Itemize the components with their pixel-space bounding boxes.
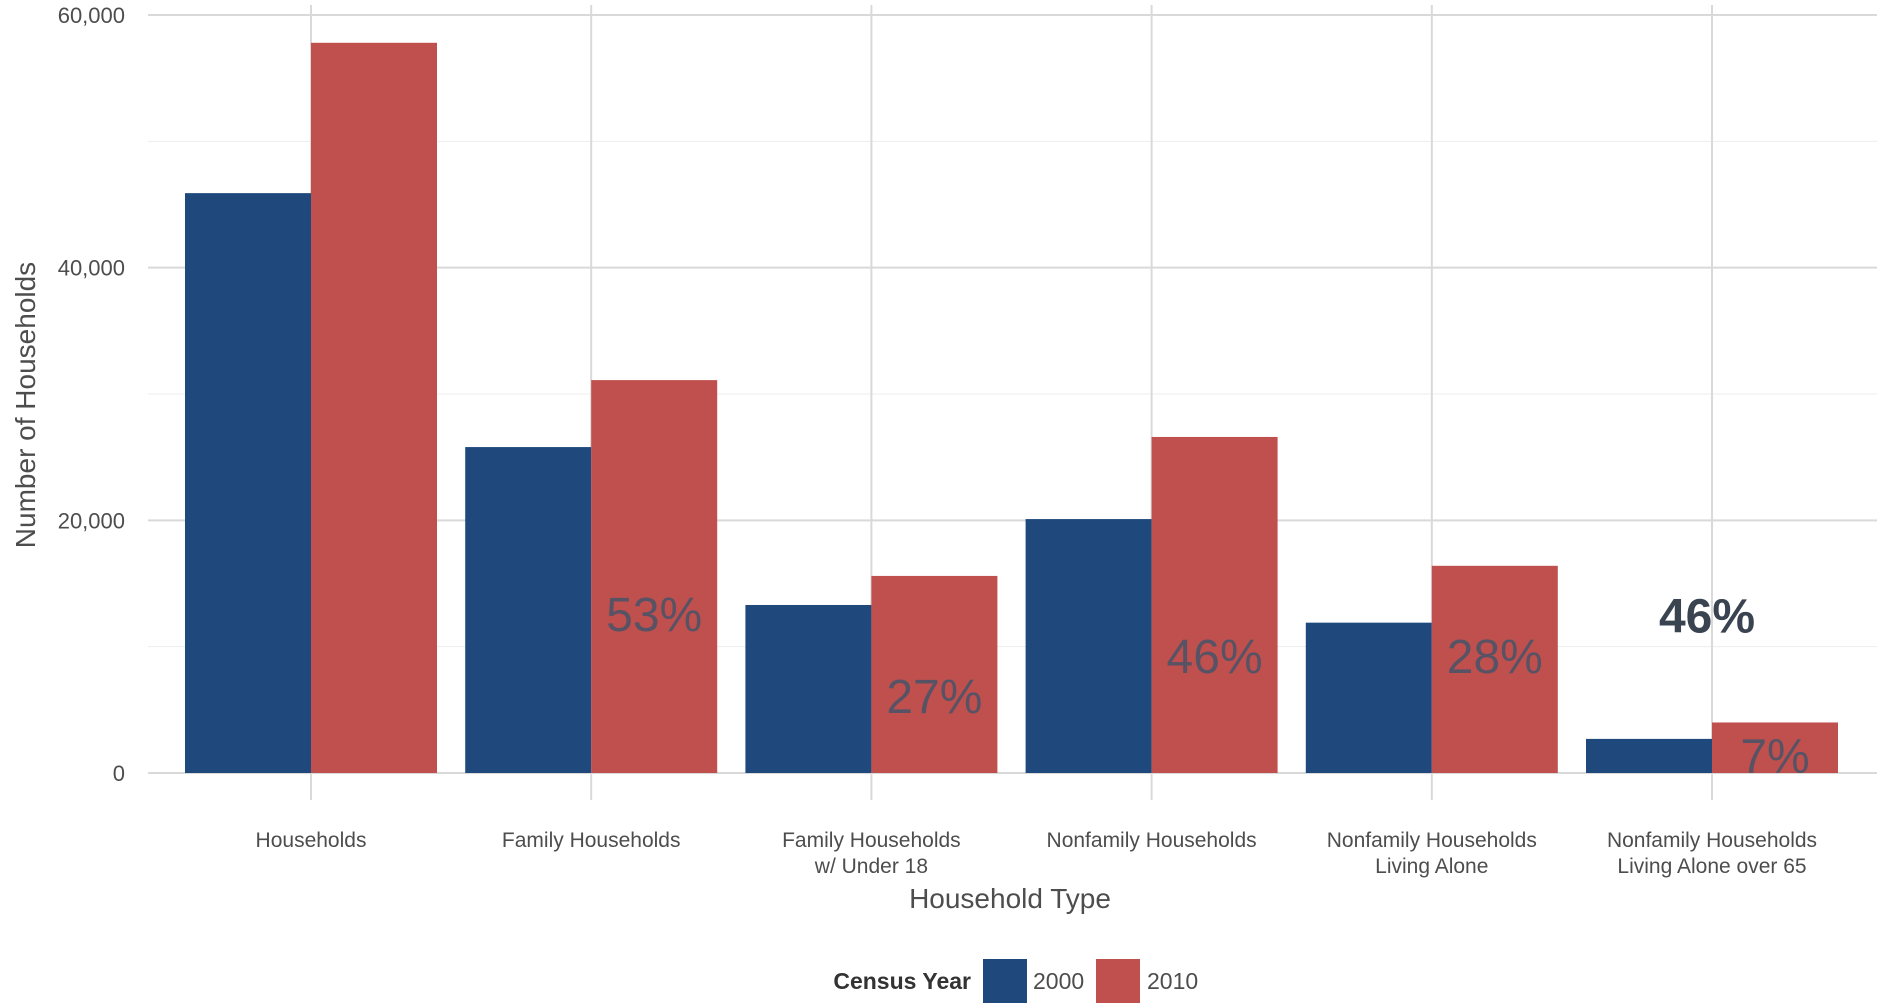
legend-swatch-2010 bbox=[1096, 959, 1140, 1003]
x-tick-label: Nonfamily Households Living Alone bbox=[1327, 829, 1537, 878]
bar-2000-1 bbox=[465, 447, 592, 773]
legend-label-2010: 2010 bbox=[1147, 968, 1198, 994]
y-tick-label: 40,000 bbox=[58, 256, 125, 281]
bar-2010-2 bbox=[871, 575, 998, 773]
bar-annotations: 53% 27% 46% 28% 7% 46% bbox=[606, 589, 1810, 783]
x-axis-ticks: Households Family Households Family Househ… bbox=[256, 829, 1818, 878]
x-tick-label: Nonfamily Households bbox=[1047, 829, 1257, 852]
x-tick-label: Nonfamily Households Living Alone over 65 bbox=[1607, 829, 1817, 878]
bar-annotation: 46% bbox=[1659, 590, 1755, 643]
bar-2010-3 bbox=[1151, 436, 1278, 773]
bar-2000-0 bbox=[185, 193, 311, 773]
bar-2010-0 bbox=[311, 42, 437, 773]
bar-2010-4 bbox=[1431, 565, 1558, 773]
legend-title: Census Year bbox=[833, 968, 971, 994]
legend: Census Year 2000 2010 bbox=[833, 959, 1198, 1003]
bar-2000-4 bbox=[1305, 622, 1432, 773]
bar-annotation: 28% bbox=[1447, 631, 1543, 684]
x-tick-label: Family Households bbox=[502, 829, 681, 852]
bar-2010-1 bbox=[591, 380, 718, 773]
bar-annotation: 27% bbox=[886, 671, 982, 724]
y-axis-title: Number of Households bbox=[10, 262, 41, 548]
legend-label-2000: 2000 bbox=[1033, 968, 1084, 994]
legend-swatch-2000 bbox=[983, 959, 1027, 1003]
bar-annotation: 7% bbox=[1740, 731, 1809, 784]
y-axis-ticks: 0 20,000 40,000 60,000 bbox=[58, 3, 125, 786]
x-tick-label: Family Households w/ Under 18 bbox=[782, 829, 961, 878]
y-tick-label: 20,000 bbox=[58, 508, 125, 533]
y-tick-label: 0 bbox=[113, 761, 125, 786]
x-axis-title: Household Type bbox=[909, 883, 1111, 914]
x-tick-label: Households bbox=[256, 829, 367, 852]
bar-2000-5 bbox=[1586, 738, 1712, 773]
y-tick-label: 60,000 bbox=[58, 3, 125, 28]
bar-2000-3 bbox=[1025, 519, 1152, 773]
title-fragment bbox=[160, 0, 680, 2]
bars bbox=[185, 42, 1838, 773]
bar-2000-2 bbox=[745, 604, 872, 773]
bar-2010-5 bbox=[1712, 722, 1838, 773]
bar-annotation: 53% bbox=[606, 589, 702, 642]
bar-annotation: 46% bbox=[1167, 631, 1263, 684]
